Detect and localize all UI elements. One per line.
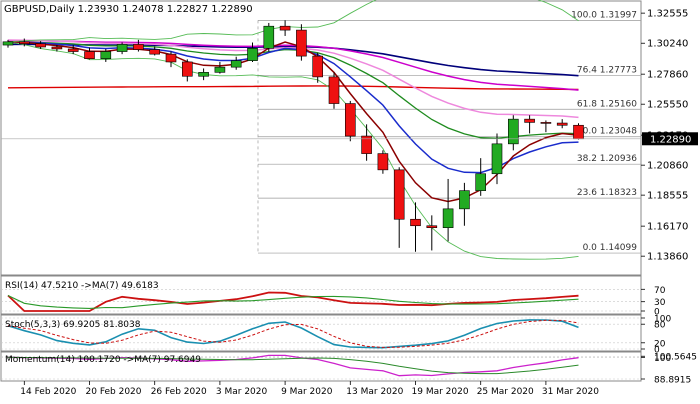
momentum-panel-frame <box>0 351 642 382</box>
stoch-label: Stoch(5,3,3) 69.9205 81.8038 <box>5 320 141 330</box>
bear-candle <box>361 135 372 154</box>
current-price-label: 1.22890 <box>650 134 691 145</box>
rsi-line <box>7 291 579 312</box>
bull-candle <box>263 25 275 49</box>
bear-candle <box>149 49 160 55</box>
fib-level-label: 50.0 1.23048 <box>577 127 637 137</box>
ma-green-line <box>7 41 579 139</box>
level-tick-label: 100 <box>654 354 671 364</box>
current-price-box <box>642 132 698 146</box>
bear-candle <box>51 46 63 50</box>
level-tick-label: 100.5645 <box>654 353 697 363</box>
bull-candle <box>491 143 503 175</box>
fibonacci-levels: 100.0 1.31997 76.4 1.27773 61.8 1.25160 50.… <box>257 10 641 254</box>
price-tick-label: 1.27860 <box>647 70 688 81</box>
level-tick-label: 20 <box>654 339 666 349</box>
rsi-label: RSI(14) 47.5210 ->MA(7) 49.6183 <box>5 281 159 291</box>
bear-candle <box>556 122 568 126</box>
date-tick-label: 25 Mar 2020 <box>477 387 534 397</box>
price-tick-label: 1.25550 <box>647 100 688 111</box>
bear-candle <box>35 43 46 48</box>
price-tick-label: 1.30240 <box>647 39 688 50</box>
bear-candle <box>410 218 421 227</box>
rsi-ma-line <box>7 295 579 309</box>
price-tick-label: 1.16170 <box>647 222 688 233</box>
price-axis: 1.325551.302401.278601.255501.231701.208… <box>641 9 688 263</box>
date-tick-label: 13 Mar 2020 <box>346 387 403 397</box>
bull-candle <box>507 118 519 145</box>
ma-pink-line <box>7 39 579 119</box>
bear-candle <box>312 55 324 78</box>
bollinger-lower <box>7 41 579 260</box>
bull-candle <box>475 173 487 191</box>
level-tick-label: 88.8915 <box>654 376 691 386</box>
bear-candle <box>344 103 356 137</box>
stoch-d-line <box>7 319 579 348</box>
bear-candle <box>377 153 389 171</box>
bull-candle <box>100 51 112 59</box>
bull-candle <box>198 72 209 77</box>
bear-candle <box>524 118 535 123</box>
candlesticks <box>2 20 584 252</box>
ma-magenta-line <box>7 39 579 91</box>
date-axis: 14 Feb 2020 20 Feb 2020 26 Feb 2020 3 Mar 2… <box>20 381 599 397</box>
bull-candle <box>442 208 454 229</box>
bear-candle <box>426 225 438 228</box>
level-tick-label: 30 <box>654 298 666 308</box>
fib-level-label: 100.0 1.31997 <box>571 10 637 20</box>
bull-candle <box>214 66 226 73</box>
symbol-header: GBPUSD,Daily 1.23930 1.24078 1.22827 1.2… <box>4 4 253 15</box>
bear-candle <box>182 61 193 77</box>
bear-candle <box>328 76 340 104</box>
date-tick-label: 3 Mar 2020 <box>216 387 268 397</box>
level-tick-label: 0 <box>654 308 660 318</box>
fib-level-label: 61.8 1.25160 <box>577 99 637 109</box>
date-tick-label: 31 Mar 2020 <box>542 387 599 397</box>
price-tick-label: 1.20860 <box>647 161 688 172</box>
bull-candle <box>230 60 242 68</box>
fib-level-label: 23.6 1.18323 <box>577 188 637 198</box>
bear-candle <box>84 51 95 59</box>
date-tick-label: 9 Mar 2020 <box>281 387 333 397</box>
fib-level-label: 0.0 1.14099 <box>583 243 638 253</box>
date-tick-label: 19 Mar 2020 <box>412 387 469 397</box>
ma-blue-line <box>7 41 579 174</box>
fib-level-label: 38.2 1.20936 <box>577 154 637 164</box>
bear-candle <box>540 122 552 124</box>
fib-level-label: 76.4 1.27773 <box>577 65 637 75</box>
level-tick-label: 0 <box>654 346 660 356</box>
bollinger-upper <box>7 0 579 43</box>
bear-candle <box>67 48 79 52</box>
bear-candle <box>165 53 177 63</box>
price-tick-label: 1.13860 <box>647 252 688 263</box>
level-tick-label: 70 <box>654 286 666 296</box>
bear-candle <box>393 169 405 220</box>
rsi-indicator: 70 300 <box>1 286 666 318</box>
bear-candle <box>296 29 307 57</box>
date-tick-label: 26 Feb 2020 <box>151 387 207 397</box>
bear-candle <box>573 124 584 140</box>
bear-candle <box>279 25 291 31</box>
ma-navy-line <box>7 43 579 77</box>
bull-candle <box>247 47 258 61</box>
level-tick-label: 80 <box>654 321 666 331</box>
bear-candle <box>133 44 144 50</box>
price-tick-label: 1.32555 <box>647 9 688 20</box>
bull-candle <box>116 44 128 52</box>
ma-red-line <box>7 85 579 91</box>
date-tick-label: 14 Feb 2020 <box>20 387 76 397</box>
momentum-ma-line <box>7 356 579 375</box>
date-tick-label: 20 Feb 2020 <box>86 387 142 397</box>
price-tick-label: 1.18555 <box>647 191 688 202</box>
bull-candle <box>2 41 14 46</box>
momentum-label: Momentum(14) 100.1720 ->MA(7) 97.6949 <box>5 355 201 365</box>
level-tick-label: 100 <box>654 315 671 325</box>
bull-candle <box>459 190 470 210</box>
bear-candle <box>18 41 30 45</box>
